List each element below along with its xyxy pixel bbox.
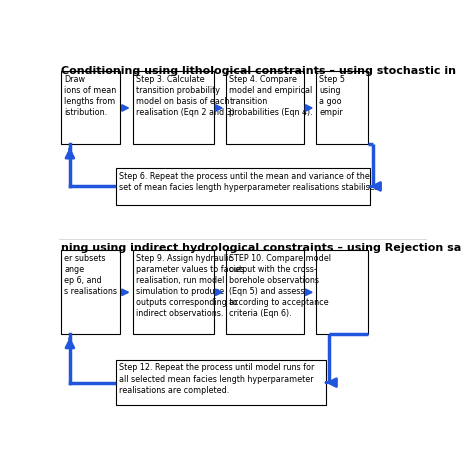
FancyBboxPatch shape — [61, 250, 120, 334]
FancyBboxPatch shape — [61, 72, 120, 145]
Text: Step 3. Calculate
transition probability
model on basis of each
realisation (Eqn: Step 3. Calculate transition probability… — [136, 75, 237, 118]
FancyBboxPatch shape — [133, 72, 213, 145]
Text: Step 5
using
a goo
empir: Step 5 using a goo empir — [319, 75, 346, 118]
FancyBboxPatch shape — [227, 72, 303, 145]
FancyBboxPatch shape — [227, 250, 303, 334]
Text: Step 12. Repeat the process until model runs for
all selected mean facies length: Step 12. Repeat the process until model … — [119, 364, 315, 395]
Text: STEP 10. Compare model
output with the cross-
borehole observations
(Eqn 5) and : STEP 10. Compare model output with the c… — [229, 254, 331, 319]
Text: ning using indirect hydrological constraints – using Rejection sa: ning using indirect hydrological constra… — [61, 243, 461, 253]
FancyBboxPatch shape — [133, 250, 213, 334]
Text: Step 9. Assign hydraulic
parameter values to facies
realisation, run model
simul: Step 9. Assign hydraulic parameter value… — [136, 254, 244, 319]
Text: Draw
ions of mean
lengths from
istribution.: Draw ions of mean lengths from istributi… — [64, 75, 116, 118]
Text: Step 4. Compare
model and empirical
transition
probabilities (Eqn 4).: Step 4. Compare model and empirical tran… — [229, 75, 313, 118]
FancyBboxPatch shape — [116, 168, 370, 205]
Text: Step 6. Repeat the process until the mean and variance of the
set of mean facies: Step 6. Repeat the process until the mea… — [119, 172, 382, 192]
FancyBboxPatch shape — [316, 72, 368, 145]
FancyBboxPatch shape — [316, 250, 368, 334]
Text: er subsets
ange
ep 6, and
s realisations: er subsets ange ep 6, and s realisations — [64, 254, 117, 296]
Text: Conditioning using lithological constraints – using stochastic in: Conditioning using lithological constrai… — [61, 66, 456, 76]
FancyBboxPatch shape — [116, 360, 326, 405]
